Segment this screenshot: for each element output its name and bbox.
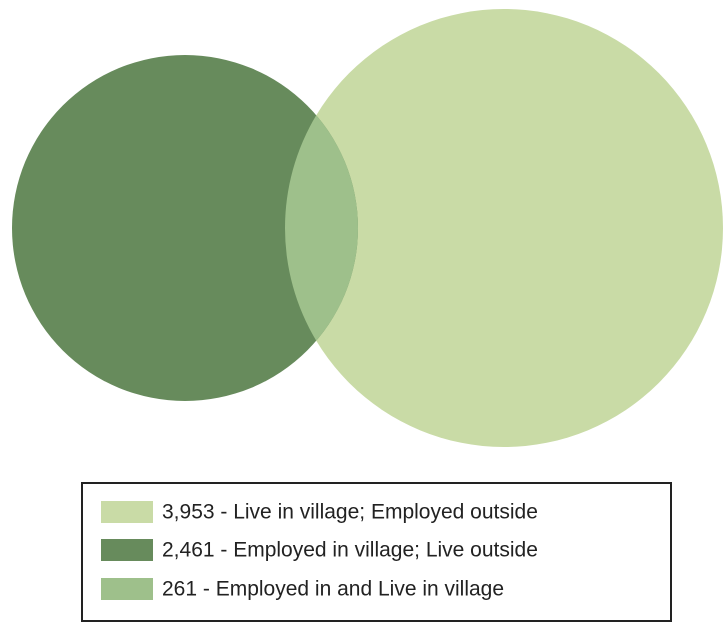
legend-label: 3,953 - Live in village; Employed outsid… [162, 501, 538, 524]
overlap [284, 115, 358, 341]
legend-swatch [101, 501, 153, 523]
legend-swatch [101, 539, 153, 561]
legend-swatch [101, 578, 153, 600]
legend-label: 261 - Employed in and Live in village [162, 578, 504, 601]
set-circle [12, 55, 358, 401]
set-circle [285, 9, 723, 447]
legend-label: 2,461 - Employed in village; Live outsid… [162, 539, 538, 562]
legend-box [81, 482, 672, 622]
